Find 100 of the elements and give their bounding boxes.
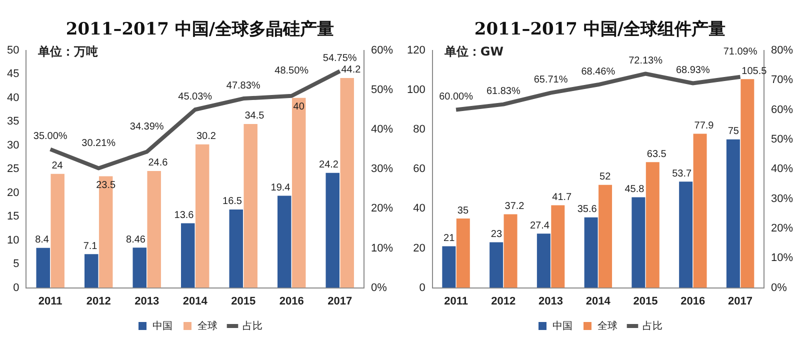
x-tick-label: 2015	[231, 295, 256, 308]
y2-tick-label: 20%	[770, 222, 794, 234]
bar	[456, 218, 470, 288]
bar	[277, 196, 292, 288]
y-tick-label: 40	[413, 202, 426, 215]
x-tick-label: 2013	[134, 295, 160, 308]
y2-tick-label: 40%	[770, 163, 794, 176]
y2-tick-label: 60%	[370, 44, 394, 56]
x-tick-label: 2016	[279, 295, 304, 308]
y-tick-label: 20	[413, 242, 426, 254]
data-label: 65.71%	[534, 74, 568, 86]
bar	[490, 242, 504, 288]
bar	[646, 162, 660, 288]
x-tick-label: 2013	[538, 295, 564, 308]
x-tick-label: 2012	[491, 295, 516, 308]
data-label: 16.5	[222, 196, 242, 208]
data-label: 44.2	[341, 64, 362, 76]
data-label: 35	[457, 205, 469, 216]
bar	[326, 172, 340, 288]
data-label: 75	[728, 126, 740, 138]
y-tick-label: 10	[6, 234, 20, 246]
data-label: 53.7	[672, 168, 692, 180]
y-axis-title: 单位：GW	[443, 44, 504, 59]
data-label: 41.7	[552, 192, 572, 204]
x-tick-label: 2014	[182, 295, 208, 308]
data-label: 60.00%	[439, 92, 474, 102]
data-label: 34.39%	[130, 121, 164, 132]
legend-label: 中国	[552, 320, 572, 332]
y-tick-label: 100	[406, 84, 426, 96]
chart-title: 2011–2017 中国/全球组件产量	[474, 20, 726, 40]
chart-title: 2011–2017 中国/全球多晶硅产量	[66, 20, 334, 40]
data-label: 35.6	[577, 204, 598, 216]
data-label: 37.2	[504, 200, 525, 212]
data-label: 8.46	[126, 234, 146, 246]
y2-tick-label: 60%	[770, 104, 794, 116]
data-label: 45.03%	[178, 91, 212, 102]
y2-tick-label: 30%	[770, 192, 794, 205]
y2-tick-label: 20%	[370, 202, 394, 215]
y2-tick-label: 70%	[770, 74, 794, 86]
bar	[726, 139, 740, 288]
bar	[679, 182, 693, 288]
bar	[598, 184, 612, 288]
bar	[536, 234, 550, 288]
legend-label: 全球	[198, 320, 218, 332]
data-label: 45.8	[624, 184, 645, 195]
x-tick-label: 2011	[38, 295, 62, 308]
data-label: 24.2	[319, 160, 339, 171]
data-label: 63.5	[646, 148, 667, 160]
bar	[632, 197, 646, 288]
data-label: 27.4	[530, 220, 550, 232]
data-label: 30.2	[196, 131, 216, 142]
y-tick-label: 20	[6, 186, 20, 199]
data-label: 19.4	[270, 182, 291, 194]
x-tick-label: 2015	[633, 295, 658, 308]
bar	[229, 209, 243, 288]
legend-label: 占比	[242, 320, 262, 332]
y-tick-label: 80	[413, 124, 426, 136]
data-label: 54.75%	[322, 52, 357, 64]
y-tick-label: 30	[6, 139, 20, 152]
bar	[84, 254, 98, 288]
bar	[195, 144, 210, 288]
y-tick-label: 50	[6, 44, 20, 56]
data-label: 24	[52, 160, 64, 172]
data-label: 7.1	[83, 240, 98, 252]
y-tick-label: 0	[13, 282, 20, 294]
y2-tick-label: 50%	[370, 84, 394, 96]
bar	[292, 98, 306, 288]
x-tick-label: 2017	[728, 295, 753, 308]
x-tick-label: 2014	[586, 295, 612, 308]
y-tick-label: 5	[13, 258, 20, 270]
y-tick-label: 120	[406, 44, 426, 56]
data-label: 61.83%	[486, 86, 520, 98]
data-label: 8.4	[35, 234, 50, 246]
data-label: 24.6	[148, 158, 168, 169]
data-label: 68.93%	[676, 65, 710, 76]
data-label: 77.9	[694, 120, 714, 132]
bar	[36, 248, 50, 288]
data-label: 48.50%	[274, 66, 309, 77]
legend-label: 占比	[642, 320, 662, 332]
y2-tick-label: 10%	[770, 252, 794, 264]
data-label: 71.09%	[723, 46, 758, 58]
data-label: 72.13%	[628, 56, 663, 67]
data-label: 23	[490, 229, 502, 240]
y-tick-label: 60	[413, 163, 426, 176]
x-tick-label: 2012	[86, 295, 111, 308]
bar	[504, 214, 518, 288]
x-tick-label: 2016	[680, 295, 706, 308]
bar	[147, 171, 161, 288]
y2-tick-label: 50%	[770, 133, 794, 146]
x-tick-label: 2011	[444, 295, 468, 308]
data-label: 47.83%	[226, 80, 260, 92]
data-label: 21	[444, 233, 456, 244]
y2-tick-label: 10%	[370, 242, 394, 254]
data-label: 30.21%	[82, 138, 116, 150]
data-label: 40	[293, 102, 305, 113]
bar	[584, 217, 598, 288]
y2-tick-label: 0%	[770, 282, 788, 294]
data-label: 13.6	[174, 210, 194, 221]
bar	[50, 174, 64, 288]
bar	[244, 124, 258, 288]
